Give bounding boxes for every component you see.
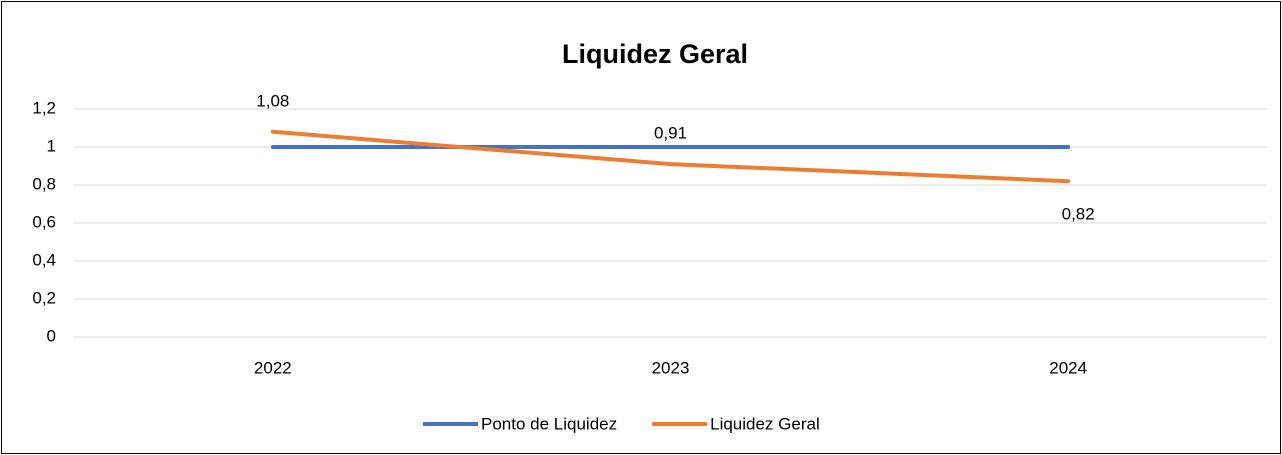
y-tick-label: 0,8 [32, 174, 56, 193]
legend-label: Ponto de Liquidez [481, 414, 617, 433]
y-tick-label: 0,4 [32, 250, 56, 269]
x-tick-label: 2023 [652, 358, 690, 377]
x-tick-label: 2024 [1049, 358, 1087, 377]
y-tick-label: 1 [47, 136, 56, 155]
x-tick-label: 2022 [254, 358, 292, 377]
chart-title: Liquidez Geral [562, 39, 748, 69]
y-tick-label: 0,6 [32, 212, 56, 231]
series-line [270, 129, 1071, 184]
y-tick-label: 0 [47, 326, 56, 345]
data-label: 0,82 [1062, 205, 1095, 224]
data-label: 1,08 [256, 91, 289, 110]
data-label: 0,91 [654, 124, 687, 143]
y-tick-label: 0,2 [32, 288, 56, 307]
y-tick-label: 1,2 [32, 98, 56, 117]
legend-label: Liquidez Geral [710, 414, 820, 433]
